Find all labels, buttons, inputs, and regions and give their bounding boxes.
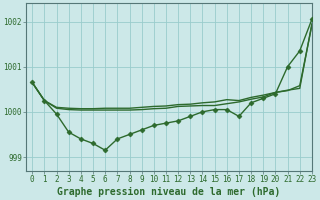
X-axis label: Graphe pression niveau de la mer (hPa): Graphe pression niveau de la mer (hPa) — [57, 186, 281, 197]
